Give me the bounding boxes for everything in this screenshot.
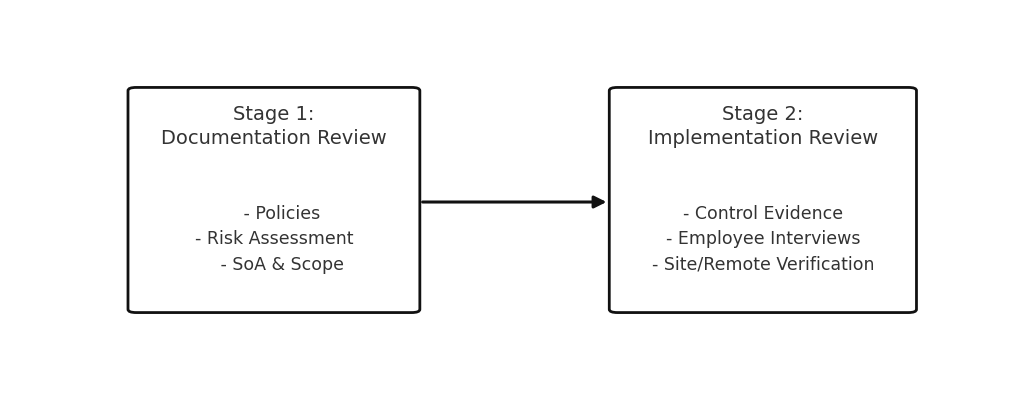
Text: - Control Evidence
- Employee Interviews
- Site/Remote Verification: - Control Evidence - Employee Interviews… bbox=[651, 204, 874, 273]
Text: Stage 2:
Implementation Review: Stage 2: Implementation Review bbox=[648, 104, 878, 148]
Text: - Policies
- Risk Assessment
   - SoA & Scope: - Policies - Risk Assessment - SoA & Sco… bbox=[195, 204, 353, 273]
FancyBboxPatch shape bbox=[128, 88, 420, 313]
FancyBboxPatch shape bbox=[609, 88, 916, 313]
Text: Stage 1:
Documentation Review: Stage 1: Documentation Review bbox=[161, 104, 387, 148]
